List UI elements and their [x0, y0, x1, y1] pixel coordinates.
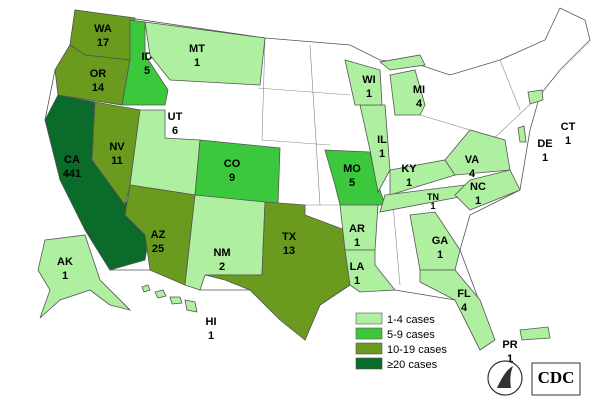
state-abbr: CO [224, 158, 241, 170]
legend-label: ≥20 cases [387, 359, 438, 371]
state-shape [409, 211, 461, 271]
state-abbr: HI [206, 316, 217, 328]
state-shape [144, 21, 266, 86]
state-shape [517, 125, 527, 143]
state-cases: 5 [349, 177, 355, 189]
state-shape [91, 101, 141, 206]
state-abbr: AR [349, 223, 365, 235]
legend-swatch [355, 312, 383, 325]
state-cases: 1 [565, 135, 571, 147]
state-shape [444, 129, 511, 176]
state-cases: 14 [92, 82, 105, 94]
state-cases: 17 [97, 37, 109, 49]
legend: 1-4 cases 5-9 cases 10-19 cases ≥20 cases [355, 312, 447, 371]
state-cases: 1 [379, 148, 385, 160]
state-abbr: NM [213, 247, 230, 259]
state-cases: 11 [111, 155, 123, 167]
state-cases: 1 [194, 57, 200, 69]
state-abbr: MO [343, 163, 361, 175]
state-abbr: PR [502, 339, 517, 351]
state-cases: 9 [229, 172, 235, 184]
state-abbr: AZ [151, 229, 166, 241]
state-abbr: AK [57, 256, 73, 268]
state-cases: 1 [437, 249, 443, 261]
state-cases: 1 [507, 353, 513, 365]
state-cases: 1 [366, 88, 372, 100]
cdc-logo: CDC [538, 368, 575, 387]
state-shape [454, 169, 521, 211]
state-cases: 6 [172, 125, 178, 137]
state-cases: 1 [475, 195, 481, 207]
state-shape [204, 201, 351, 341]
legend-label: 5-9 cases [387, 329, 435, 341]
state-abbr: TX [282, 231, 297, 243]
state-cases: 25 [152, 243, 164, 255]
state-cases: 4 [461, 302, 468, 314]
legend-swatch [355, 342, 383, 355]
state-shape [344, 59, 383, 106]
state-abbr: TN [427, 192, 439, 202]
hhs-logo [487, 360, 523, 396]
state-abbr: DE [537, 138, 552, 150]
state-cases: 5 [144, 65, 150, 77]
state-cases: 1 [406, 177, 412, 189]
state-cases: 4 [416, 98, 423, 110]
state-shape [141, 284, 198, 313]
legend-label: 1-4 cases [387, 314, 435, 326]
state-abbr: WI [362, 74, 375, 86]
state-abbr: MI [413, 84, 425, 96]
state-cases: 1 [354, 237, 360, 249]
cdc-logo-box [531, 362, 581, 396]
legend-swatch [355, 357, 383, 370]
state-shape [344, 249, 396, 293]
state-cases: 1 [62, 270, 68, 282]
state-abbr: CA [64, 154, 80, 166]
state-abbr: WA [94, 23, 112, 35]
state-abbr: MT [189, 43, 205, 55]
state-abbr: ID [142, 51, 153, 63]
state-cases: 1 [208, 330, 214, 342]
state-abbr: IL [377, 134, 387, 146]
legend-label: 10-19 cases [387, 344, 447, 356]
state-abbr: NV [109, 141, 125, 153]
state-cases: 2 [219, 261, 225, 273]
state-cases: 441 [63, 168, 81, 180]
state-abbr: FL [457, 288, 471, 300]
state-shape [519, 326, 551, 341]
state-shape [37, 234, 132, 319]
state-shape [379, 54, 426, 116]
state-abbr: UT [168, 111, 183, 123]
state-abbr: VA [465, 154, 480, 166]
state-cases: 1 [542, 152, 548, 164]
state-abbr: OR [90, 68, 107, 80]
legend-swatch [355, 327, 383, 340]
state-abbr: KY [401, 163, 417, 175]
state-cases: 1 [430, 201, 435, 211]
state-cases: 4 [469, 168, 476, 180]
state-shape [194, 139, 281, 206]
state-shape [121, 19, 169, 106]
state-shape [527, 89, 544, 105]
state-abbr: GA [432, 235, 449, 247]
state-abbr: CT [561, 121, 576, 133]
state-cases: 13 [283, 245, 295, 257]
state-cases: 1 [354, 275, 360, 287]
state-abbr: NC [470, 181, 486, 193]
state-shape [419, 269, 496, 351]
state-abbr: LA [350, 261, 365, 273]
